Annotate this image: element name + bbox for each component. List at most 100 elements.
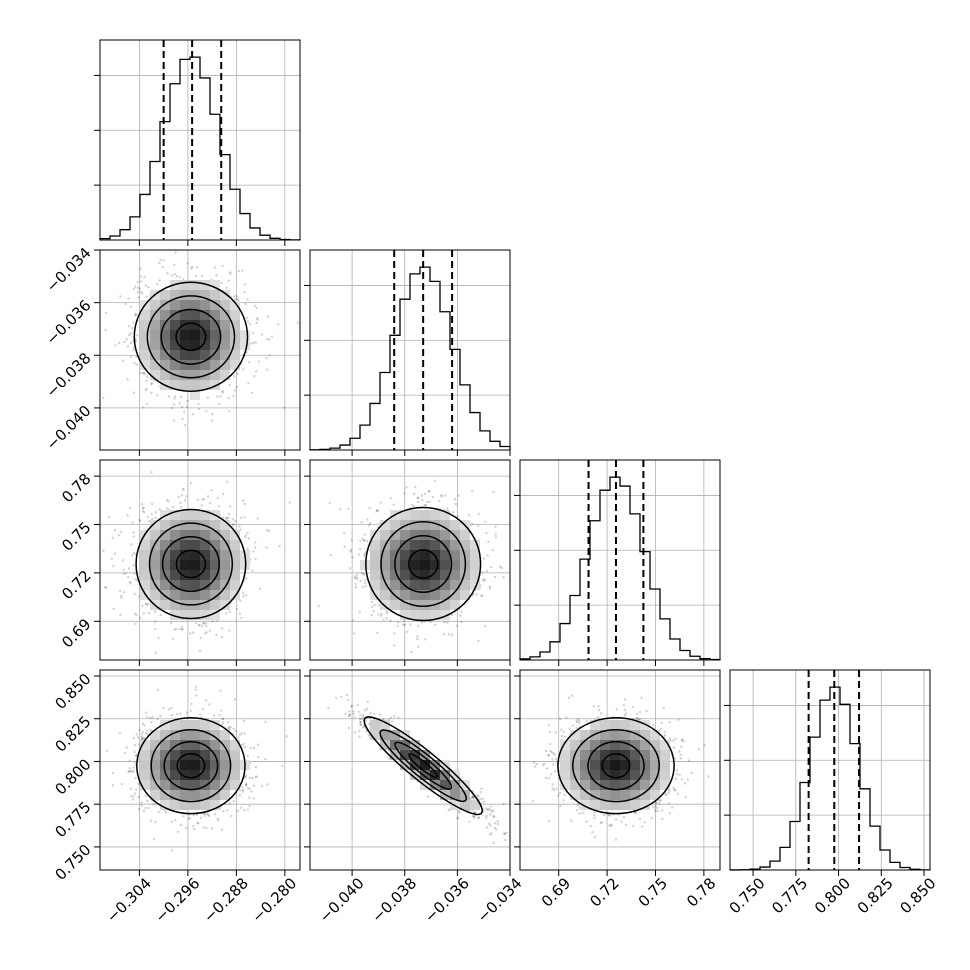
scatter-point (246, 316, 249, 319)
scatter-point (228, 512, 231, 516)
scatter-point (559, 804, 562, 808)
density-cell (570, 770, 580, 780)
contour-1 (161, 535, 220, 593)
scatter-point (208, 629, 211, 632)
density-cell (180, 760, 190, 770)
scatter-point (420, 621, 424, 624)
scatter-point (661, 809, 664, 812)
density-cell (170, 510, 180, 520)
scatter-point (428, 489, 431, 493)
scatter-point (204, 699, 208, 702)
density-cell (210, 350, 220, 360)
density-cell (170, 340, 180, 350)
density-cell (170, 600, 180, 610)
scatter-point (189, 482, 192, 485)
scatter-point (253, 375, 256, 378)
density-cell (580, 780, 590, 790)
scatter-point (132, 551, 136, 554)
scatter-point (150, 471, 153, 474)
scatter-point (233, 389, 237, 392)
density-cell (180, 360, 190, 370)
scatter-point (205, 410, 208, 413)
panel-frame (99, 249, 301, 451)
scatter-point (600, 821, 603, 824)
scatter-point (246, 754, 249, 758)
scatter-point (414, 486, 417, 489)
scatter-point (180, 506, 183, 509)
scatter-point (485, 814, 488, 818)
density-cell (170, 570, 180, 580)
scatter-point (185, 711, 189, 714)
scatter-point (181, 627, 184, 631)
histogram-step-3 (729, 686, 931, 871)
density-cell (570, 780, 580, 790)
scatter-point (257, 360, 260, 363)
scatter-point (375, 509, 379, 512)
scatter-point (240, 616, 243, 620)
scatter-point (367, 733, 371, 737)
scatter-point (348, 713, 351, 716)
scatter-point (678, 750, 681, 753)
density-cell (450, 590, 460, 600)
density-cell (180, 380, 190, 390)
scatter-point (348, 726, 351, 730)
density-cell (170, 360, 180, 370)
scatter-point (373, 603, 376, 607)
density-cell (400, 530, 410, 540)
scatter-point (357, 710, 361, 714)
scatter-point (128, 325, 131, 328)
scatter-point (204, 632, 207, 635)
scatter-point (490, 565, 493, 569)
density-cell (180, 800, 190, 810)
scatter-point (250, 790, 253, 793)
density-cell (240, 330, 250, 340)
scatter-point (248, 776, 251, 779)
scatter-point (134, 788, 138, 791)
scatter-point (361, 537, 364, 540)
scatter-point (468, 820, 471, 824)
density-cell (220, 730, 230, 740)
scatter-point (228, 725, 231, 728)
y-tick-label: 0.775 (51, 798, 94, 841)
scatter-point (128, 767, 131, 770)
scatter-point (423, 638, 427, 641)
scatter-point (243, 745, 247, 748)
density-cell (150, 360, 160, 370)
scatter-point (471, 796, 474, 800)
scatter-point (655, 801, 658, 805)
density-cell (150, 350, 160, 360)
density-cell (580, 790, 590, 800)
density-cell (590, 790, 600, 800)
density-cell (170, 300, 180, 310)
density-cell (140, 780, 150, 790)
scatter-point (232, 799, 235, 803)
density-cell (220, 550, 230, 560)
x-tick-label: −0.296 (151, 874, 203, 926)
scatter-point (170, 713, 174, 717)
density-cell (210, 330, 220, 340)
scatter-point (144, 602, 148, 606)
scatter-point (195, 266, 199, 269)
scatter-point (409, 623, 412, 626)
scatter-point (490, 810, 493, 813)
density-cell (190, 610, 200, 620)
scatter-point (242, 592, 245, 595)
density-cell (200, 310, 210, 320)
density-cell (460, 530, 470, 540)
density-cell (600, 760, 610, 770)
scatter-point (154, 516, 157, 519)
scatter-point (222, 516, 225, 519)
scatter-point (170, 849, 174, 852)
scatter-point (353, 576, 357, 580)
scatter-point (128, 759, 131, 762)
y-tick-label: −0.040 (43, 402, 95, 454)
scatter-point (359, 717, 362, 720)
scatter-point (242, 809, 246, 812)
scatter-point (202, 497, 206, 501)
scatter-point (138, 728, 141, 732)
scatter-point (194, 275, 198, 278)
x-tick-label: 0.78 (683, 874, 719, 910)
scatter-point (406, 630, 409, 633)
scatter-point (247, 382, 250, 385)
